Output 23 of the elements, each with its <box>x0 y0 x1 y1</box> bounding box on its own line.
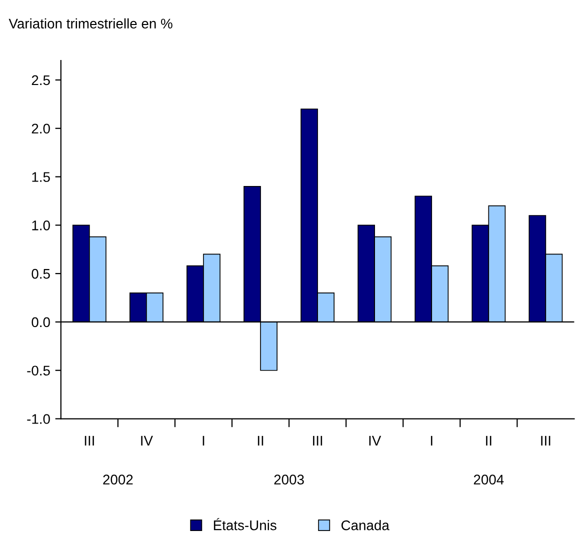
y-tick-label: -1.0 <box>27 414 50 424</box>
x-tick-label: I <box>430 436 432 446</box>
x-tick-label: IV <box>369 436 382 446</box>
text: 2003 <box>274 474 304 485</box>
y-tick-label: 1.0 <box>32 220 50 230</box>
legend-label: Canada <box>341 520 390 530</box>
x-tick-label: II <box>486 436 492 446</box>
y-tick-label: 2.5 <box>32 75 50 86</box>
text: 2002 <box>103 474 133 485</box>
x-tick-label: III <box>84 436 94 446</box>
x-tick-label: IV <box>141 436 153 446</box>
y-tick-label: -0.5 <box>27 366 50 376</box>
y-tick-label: 1.5 <box>32 172 50 182</box>
y-axis-title: Variation trimestrielle en % <box>8 18 172 29</box>
text: 2004 <box>474 474 504 485</box>
y-tick-label: 0.0 <box>32 317 50 328</box>
y-tick-label: 2.0 <box>32 124 50 134</box>
x-tick-label: I <box>202 436 204 446</box>
y-tick-label: 0.5 <box>32 268 50 279</box>
x-tick-label: III <box>313 436 322 446</box>
x-tick-label: II <box>258 436 264 446</box>
legend-label: États-Unis <box>214 518 276 530</box>
x-tick-label: III <box>541 436 550 446</box>
